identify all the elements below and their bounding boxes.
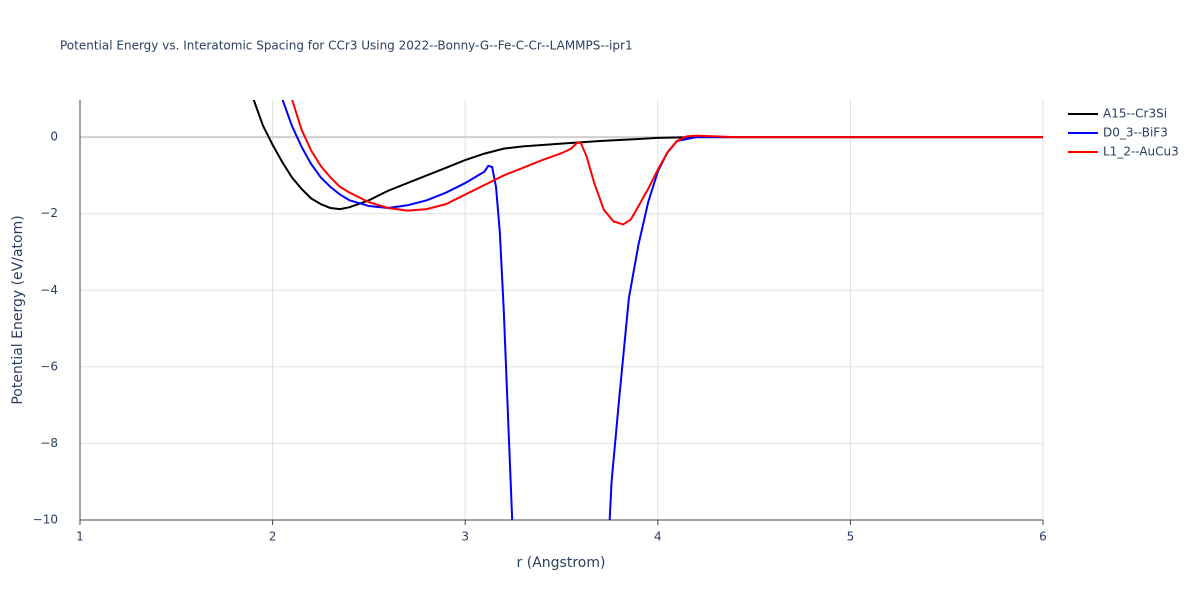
y-tick-label: −4 [40,283,58,297]
y-tick-label: 0 [50,130,58,144]
x-tick-label: 1 [76,530,84,544]
x-tick-label: 5 [847,530,855,544]
series-line [252,100,1043,211]
y-tick-label: −10 [33,513,58,527]
y-tick-label: −6 [40,359,58,373]
x-tick-label: 2 [269,530,277,544]
y-tick-label: −8 [40,436,58,450]
series-line [281,100,1043,520]
y-tick-label: −2 [40,206,58,220]
legend: A15--Cr3Si D0_3--BiF3 L1_2--AuCu3 [1068,107,1179,159]
legend-label: L1_2--AuCu3 [1103,145,1179,159]
x-tick-label: 4 [654,530,662,544]
grid: 1 2 3 4 5 6 −10 −8 −6 −4 −2 0 [33,100,1047,544]
legend-label: A15--Cr3Si [1103,107,1167,121]
x-tick-label: 6 [1039,530,1047,544]
y-axis-title: Potential Energy (eV/atom) [10,215,26,404]
chart-title: Potential Energy vs. Interatomic Spacing… [60,39,633,53]
plot-area [252,100,1043,520]
series-line [291,100,1043,226]
x-axis-title: r (Angstrom) [517,555,606,571]
legend-label: D0_3--BiF3 [1103,126,1168,140]
x-tick-label: 3 [461,530,469,544]
